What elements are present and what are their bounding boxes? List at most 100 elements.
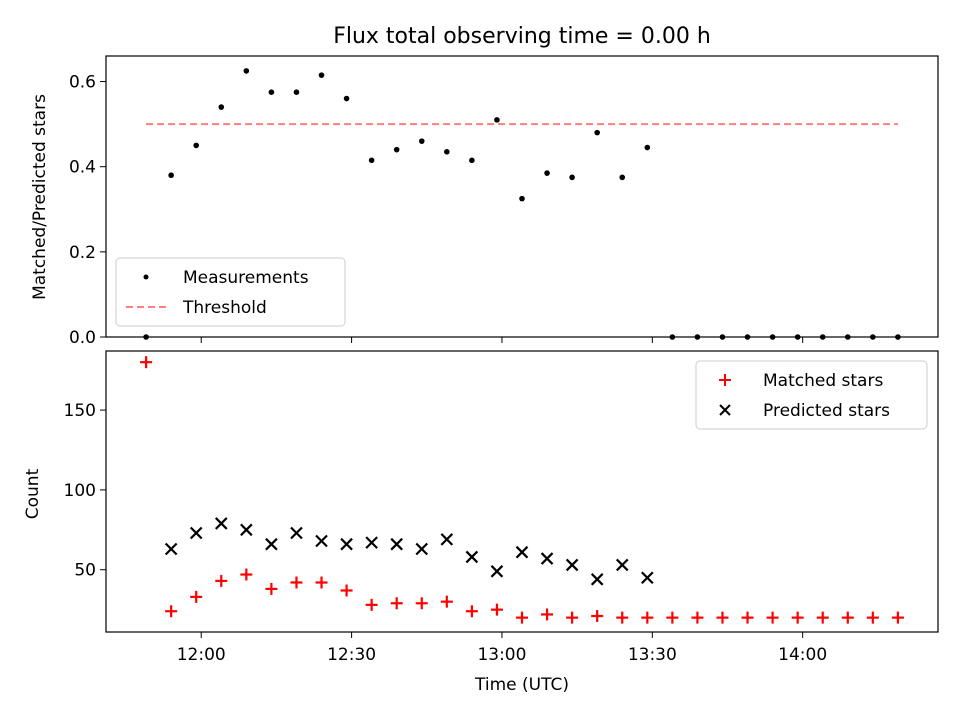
matched-star-point bbox=[215, 574, 228, 587]
matched-star-point bbox=[666, 611, 679, 624]
predicted-star-stroke bbox=[164, 542, 178, 556]
bottom-y-tick-label: 50 bbox=[74, 561, 96, 581]
predicted-star-stroke bbox=[189, 526, 203, 540]
predicted-star-stroke bbox=[390, 537, 403, 551]
predicted-star-point bbox=[465, 550, 479, 564]
top-axes-frame bbox=[105, 55, 939, 338]
x-tick-label: 14:00 bbox=[778, 645, 827, 665]
matched-star-point bbox=[866, 611, 879, 624]
predicted-star-point bbox=[214, 517, 228, 530]
matched-star-point bbox=[290, 576, 303, 589]
legend-predicted-marker bbox=[719, 404, 731, 416]
x-tick-label: 12:00 bbox=[177, 645, 226, 665]
predicted-star-stroke bbox=[290, 526, 303, 540]
bottom-plot-marks bbox=[140, 356, 904, 624]
chart-title: Flux total observing time = 0.00 h bbox=[333, 24, 711, 49]
x-tick-label: 13:00 bbox=[477, 645, 526, 665]
predicted-star-point bbox=[189, 526, 203, 540]
legend-predicted-label: Predicted stars bbox=[763, 401, 890, 421]
legend-matched-marker bbox=[719, 374, 731, 386]
measurement-point bbox=[343, 95, 350, 102]
x-tick-label: 13:30 bbox=[628, 645, 677, 665]
predicted-star-point bbox=[290, 526, 303, 540]
measurement-point bbox=[168, 172, 174, 179]
top-y-tick-label: 0.4 bbox=[69, 158, 96, 178]
matched-star-point bbox=[691, 611, 704, 624]
predicted-star-point bbox=[164, 542, 178, 556]
legend-measurements-marker bbox=[143, 274, 149, 280]
measurement-point bbox=[293, 89, 300, 95]
matched-star-point bbox=[591, 610, 604, 623]
measurement-point bbox=[268, 89, 275, 95]
predicted-star-stroke bbox=[565, 558, 579, 572]
matched-star-point bbox=[140, 356, 153, 369]
x-axis-label: Time (UTC) bbox=[474, 675, 569, 695]
predicted-star-stroke bbox=[615, 558, 629, 572]
top-y-tick-label: 0.0 bbox=[69, 328, 96, 348]
matched-star-point bbox=[891, 611, 904, 624]
measurement-point bbox=[444, 148, 450, 155]
matched-star-point bbox=[641, 611, 654, 624]
predicted-star-point bbox=[641, 571, 654, 584]
predicted-star-point bbox=[440, 533, 454, 546]
matched-star-point bbox=[490, 603, 503, 616]
legend-threshold-label: Threshold bbox=[182, 298, 267, 318]
predicted-star-stroke bbox=[515, 545, 529, 559]
predicted-star-point bbox=[540, 552, 554, 565]
predicted-star-stroke bbox=[540, 552, 554, 565]
predicted-star-stroke bbox=[340, 537, 353, 551]
predicted-star-stroke bbox=[240, 523, 253, 537]
predicted-star-point bbox=[565, 558, 579, 572]
measurement-point bbox=[569, 174, 575, 181]
predicted-star-point bbox=[265, 537, 278, 551]
legend-measurements-label: Measurements bbox=[183, 268, 309, 288]
top-y-ticks: 0.0 0.2 0.4 0.6 bbox=[69, 73, 106, 348]
matched-star-point bbox=[390, 597, 403, 610]
predicted-star-stroke bbox=[214, 517, 228, 530]
matched-star-point bbox=[365, 598, 378, 611]
top-y-axis-label: Matched/Predicted stars bbox=[30, 94, 50, 300]
measurement-point bbox=[318, 72, 325, 78]
measurement-point bbox=[519, 195, 525, 202]
bottom-legend: Matched stars Predicted stars bbox=[695, 360, 928, 430]
matched-star-point bbox=[190, 590, 203, 603]
predicted-star-point bbox=[590, 573, 604, 586]
matched-star-point bbox=[566, 611, 579, 624]
matched-star-point bbox=[265, 582, 278, 595]
top-plot-marks bbox=[143, 68, 901, 340]
top-y-tick-label: 0.6 bbox=[69, 73, 96, 93]
matched-star-point bbox=[415, 597, 428, 610]
measurement-point bbox=[619, 174, 626, 181]
measurement-point bbox=[544, 170, 550, 176]
predicted-star-stroke bbox=[440, 533, 454, 546]
bottom-legend-box bbox=[695, 360, 928, 430]
top-x-ticks bbox=[200, 337, 804, 343]
bottom-y-tick-label: 150 bbox=[64, 401, 96, 421]
matched-star-point bbox=[465, 605, 478, 618]
top-legend-box bbox=[115, 257, 346, 327]
bottom-x-ticks: 12:00 12:30 13:00 13:30 14:00 bbox=[177, 632, 827, 665]
matched-star-point bbox=[741, 611, 754, 624]
matched-star-point bbox=[315, 576, 328, 589]
legend-matched-label: Matched stars bbox=[763, 371, 883, 391]
matched-star-point bbox=[816, 611, 829, 624]
predicted-star-point bbox=[240, 523, 253, 537]
bottom-y-ticks: 50 100 150 bbox=[64, 401, 106, 581]
matched-star-point bbox=[616, 611, 629, 624]
predicted-star-point bbox=[415, 542, 429, 556]
measurement-point bbox=[243, 68, 250, 74]
bottom-axes: Count Time (UTC) 50 100 150 12:00 12:30 13:0… bbox=[23, 350, 939, 695]
predicted-star-point bbox=[315, 534, 328, 548]
predicted-star-point bbox=[365, 536, 378, 549]
predicted-star-stroke bbox=[490, 565, 504, 578]
measurement-point bbox=[644, 144, 651, 151]
predicted-star-point bbox=[615, 558, 629, 572]
matched-star-point bbox=[165, 605, 178, 618]
measurement-point bbox=[193, 142, 200, 149]
top-y-tick-label: 0.2 bbox=[69, 243, 96, 263]
bottom-y-axis-label: Count bbox=[23, 468, 43, 519]
bottom-axes-frame bbox=[105, 350, 939, 633]
predicted-star-point bbox=[390, 537, 403, 551]
matched-star-point bbox=[240, 568, 253, 581]
